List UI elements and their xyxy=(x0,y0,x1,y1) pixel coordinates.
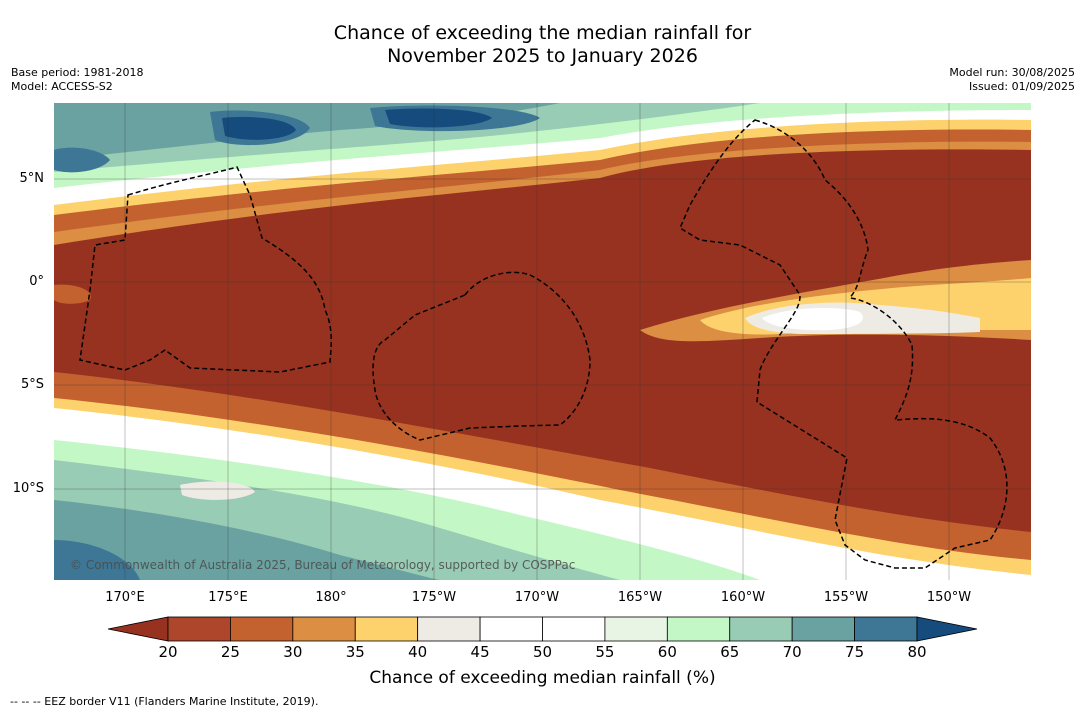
map-gridlines xyxy=(54,103,1031,580)
lon-label-165w: 165°W xyxy=(617,590,663,605)
eez-footnote: -- -- -- EEZ border V11 (Flanders Marine… xyxy=(10,695,319,708)
colorbar-tick-label: 20 xyxy=(158,643,178,661)
colorbar-tick-label: 75 xyxy=(845,643,865,661)
map-title: Chance of exceeding the median rainfall … xyxy=(0,22,1085,68)
title-line-2: November 2025 to January 2026 xyxy=(387,45,698,67)
colorbar-tick-label: 45 xyxy=(470,643,490,661)
lon-label-160w: 160°W xyxy=(720,590,766,605)
lat-label-5s: 5°S xyxy=(20,377,44,392)
issued-date: Issued: 01/09/2025 xyxy=(968,80,1075,93)
meta-right: Model run: 30/08/2025 Issued: 01/09/2025 xyxy=(949,66,1075,94)
colorbar-tick-label: 35 xyxy=(345,643,365,661)
south-white-patch xyxy=(180,481,255,500)
colorbar-segment xyxy=(354,616,419,642)
eez-kiribati-phoenix xyxy=(372,271,591,441)
colorbar-segment xyxy=(791,616,855,642)
south-blue-patch xyxy=(54,540,140,580)
west-tan-patch xyxy=(54,284,91,304)
lon-label-175e: 175°E xyxy=(208,590,248,605)
model-name: Model: ACCESS-S2 xyxy=(11,80,113,93)
eez-kiribati-line xyxy=(679,119,1008,569)
south-band-darkteal xyxy=(54,500,440,580)
colorbar-tick-label: 50 xyxy=(532,643,553,661)
colorbar-tick-label: 65 xyxy=(720,643,740,661)
colorbar-segment xyxy=(479,616,543,642)
colorbar-segment xyxy=(729,616,793,642)
eez-kiribati-gilbert xyxy=(79,166,332,373)
colorbar-tick-label: 60 xyxy=(657,643,677,661)
eez-borders xyxy=(79,119,1008,569)
colorbar-segment xyxy=(542,616,606,642)
north-blue-patch-5 xyxy=(54,147,110,173)
colorbar-tick-label: 70 xyxy=(782,643,802,661)
colorbar-segment xyxy=(292,616,356,642)
colorbar-segment xyxy=(854,616,918,642)
lon-label-170e: 170°E xyxy=(105,590,145,605)
colorbar-segment xyxy=(417,616,481,642)
lat-label-0: 0° xyxy=(29,274,44,289)
lon-label-170w: 170°W xyxy=(514,590,560,605)
meta-left: Base period: 1981-2018 Model: ACCESS-S2 xyxy=(11,66,143,94)
copyright-text: © Commonwealth of Australia 2025, Bureau… xyxy=(70,558,576,572)
lon-label-180: 180° xyxy=(315,590,347,605)
colorbar-segment xyxy=(604,616,668,642)
lon-label-175w: 175°W xyxy=(411,590,457,605)
colorbar-label: Chance of exceeding median rainfall (%) xyxy=(369,668,716,688)
colorbar-segment xyxy=(666,616,731,642)
lat-label-10s: 10°S xyxy=(12,481,44,496)
north-blue-patch-2 xyxy=(222,116,296,140)
colorbar-segment xyxy=(230,616,294,642)
colorbar-segment xyxy=(167,616,231,642)
colorbar-tick-label: 40 xyxy=(408,643,428,661)
north-blue-patch-4 xyxy=(385,108,492,128)
lon-label-155w: 155°W xyxy=(823,590,869,605)
map-plot-area xyxy=(54,103,1031,580)
colorbar-extend-low xyxy=(107,616,169,642)
colorbar-tick-label: 80 xyxy=(907,643,927,661)
colorbar-extend-high xyxy=(916,616,978,642)
lon-label-150w: 150°W xyxy=(926,590,972,605)
lat-label-5n: 5°N xyxy=(19,171,45,186)
title-line-1: Chance of exceeding the median rainfall … xyxy=(333,22,752,44)
colorbar-tick-label: 30 xyxy=(283,643,303,661)
colorbar xyxy=(107,616,978,642)
base-period: Base period: 1981-2018 xyxy=(11,66,144,79)
model-run: Model run: 30/08/2025 xyxy=(949,66,1075,79)
colorbar-tick-label: 55 xyxy=(595,643,615,661)
colorbar-tick-label: 25 xyxy=(220,643,240,661)
